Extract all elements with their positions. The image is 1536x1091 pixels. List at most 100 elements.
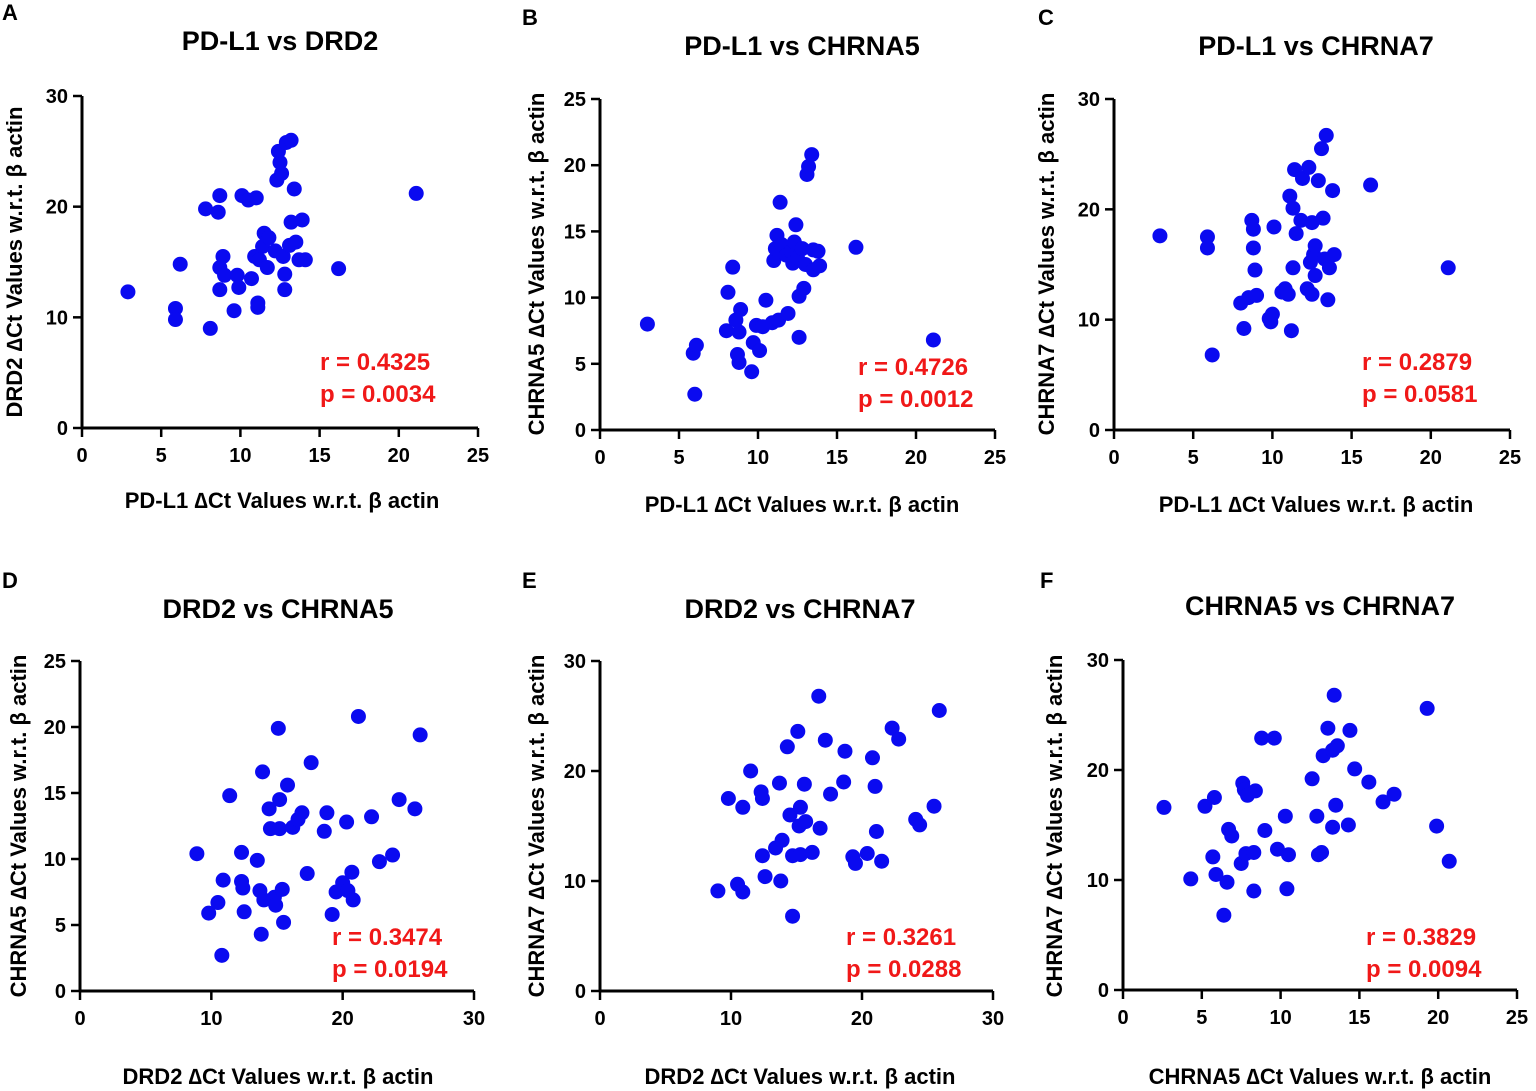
p-value: p = 0.0034 <box>320 381 436 408</box>
data-point <box>1304 286 1320 302</box>
data-point <box>297 252 313 268</box>
x-tick-label: 0 <box>594 1008 605 1030</box>
data-point <box>167 312 183 328</box>
data-point <box>275 248 291 264</box>
y-axis-label: CHRNA7 ∆Ct Values w.r.t. β actin <box>1042 655 1067 998</box>
data-point <box>796 776 812 792</box>
data-point <box>210 204 226 220</box>
data-point <box>1199 229 1215 245</box>
y-axis-label: DRD2 ∆Ct Values w.r.t. β actin <box>2 107 27 418</box>
data-point <box>810 243 826 259</box>
data-point <box>261 801 277 817</box>
x-tick-label: 0 <box>76 445 87 467</box>
x-axis-label: CHRNA5 ∆Ct Values w.r.t. β actin <box>1149 1064 1492 1089</box>
data-point <box>250 299 266 315</box>
data-point <box>259 260 275 276</box>
data-point <box>1199 240 1215 256</box>
data-point <box>1280 847 1296 863</box>
data-point <box>780 305 796 321</box>
data-point <box>720 791 736 806</box>
data-point <box>798 814 814 830</box>
data-point <box>754 791 770 806</box>
data-point <box>1440 260 1456 276</box>
data-point <box>371 854 387 870</box>
data-point <box>261 230 277 246</box>
y-tick-label: 5 <box>55 915 66 937</box>
y-tick-label: 25 <box>564 89 586 111</box>
data-point <box>1288 226 1304 242</box>
data-point <box>1314 845 1330 860</box>
y-tick-label: 20 <box>44 717 66 739</box>
data-point <box>1266 730 1282 746</box>
data-point <box>735 884 751 900</box>
data-point <box>1326 687 1342 703</box>
data-point <box>1309 808 1325 824</box>
data-point <box>1249 287 1265 303</box>
x-tick-label: 10 <box>747 447 769 469</box>
y-axis-label: CHRNA5 ∆Ct Values w.r.t. β actin <box>524 93 549 436</box>
data-point <box>339 814 355 830</box>
y-axis-label: CHRNA7 ∆Ct Values w.r.t. β actin <box>1034 93 1059 436</box>
data-point <box>1236 320 1252 336</box>
x-tick-label: 15 <box>1348 1007 1370 1029</box>
x-tick-label: 20 <box>905 447 927 469</box>
p-value: p = 0.0194 <box>332 956 448 983</box>
data-point <box>1307 268 1323 284</box>
data-point <box>1205 849 1221 865</box>
data-point <box>277 282 293 298</box>
y-tick-label: 20 <box>46 197 68 219</box>
data-point <box>766 253 782 269</box>
data-point <box>718 323 734 339</box>
data-point <box>804 147 820 163</box>
data-point <box>272 792 288 808</box>
x-tick-label: 30 <box>982 1008 1004 1030</box>
x-tick-label: 0 <box>1108 447 1119 469</box>
data-point <box>1285 260 1301 276</box>
data-point <box>801 159 817 175</box>
data-point <box>167 300 183 316</box>
data-point <box>1224 828 1240 844</box>
data-point <box>812 820 828 836</box>
x-tick-label: 10 <box>200 1008 222 1030</box>
data-point <box>1325 819 1341 835</box>
data-point <box>222 788 238 804</box>
x-axis-label: DRD2 ∆Ct Values w.r.t. β actin <box>123 1064 434 1089</box>
x-tick-label: 25 <box>467 445 489 467</box>
data-point <box>1280 286 1296 302</box>
data-point <box>771 775 787 791</box>
data-point <box>720 284 736 300</box>
data-point <box>687 386 703 402</box>
x-tick-label: 5 <box>156 445 167 467</box>
panel-letter: E <box>522 568 537 593</box>
data-point <box>782 807 798 823</box>
x-axis-label: PD-L1 ∆Ct Values w.r.t. β actin <box>1159 492 1474 517</box>
data-point <box>1264 306 1280 322</box>
y-tick-label: 30 <box>46 86 68 108</box>
data-point <box>1304 771 1320 787</box>
x-tick-label: 15 <box>826 447 848 469</box>
y-tick-label: 0 <box>55 981 66 1003</box>
data-point <box>1245 240 1261 256</box>
x-tick-label: 10 <box>1269 1007 1291 1029</box>
data-point <box>1363 177 1379 193</box>
r-value: r = 0.3829 <box>1366 924 1476 951</box>
data-point <box>201 905 217 921</box>
data-point <box>1197 798 1213 814</box>
data-point <box>1301 159 1317 175</box>
panel-c: C PD-L1 vs CHRNA7 0 5 10 15 20 25 0 10 20 30 PD-L1 ∆… <box>1034 5 1521 517</box>
x-tick-label: 5 <box>1188 447 1199 469</box>
data-point <box>1361 774 1377 790</box>
x-tick-label: 20 <box>388 445 410 467</box>
data-point <box>212 282 228 298</box>
data-point <box>294 805 310 821</box>
data-point <box>731 324 747 340</box>
data-point <box>276 914 292 930</box>
y-tick-label: 0 <box>1089 420 1100 442</box>
data-point <box>234 844 250 860</box>
x-tick-label: 5 <box>1196 1007 1207 1029</box>
data-point <box>868 824 884 839</box>
data-point <box>407 801 423 817</box>
y-tick-label: 25 <box>44 651 66 673</box>
panel-letter: F <box>1040 568 1053 593</box>
